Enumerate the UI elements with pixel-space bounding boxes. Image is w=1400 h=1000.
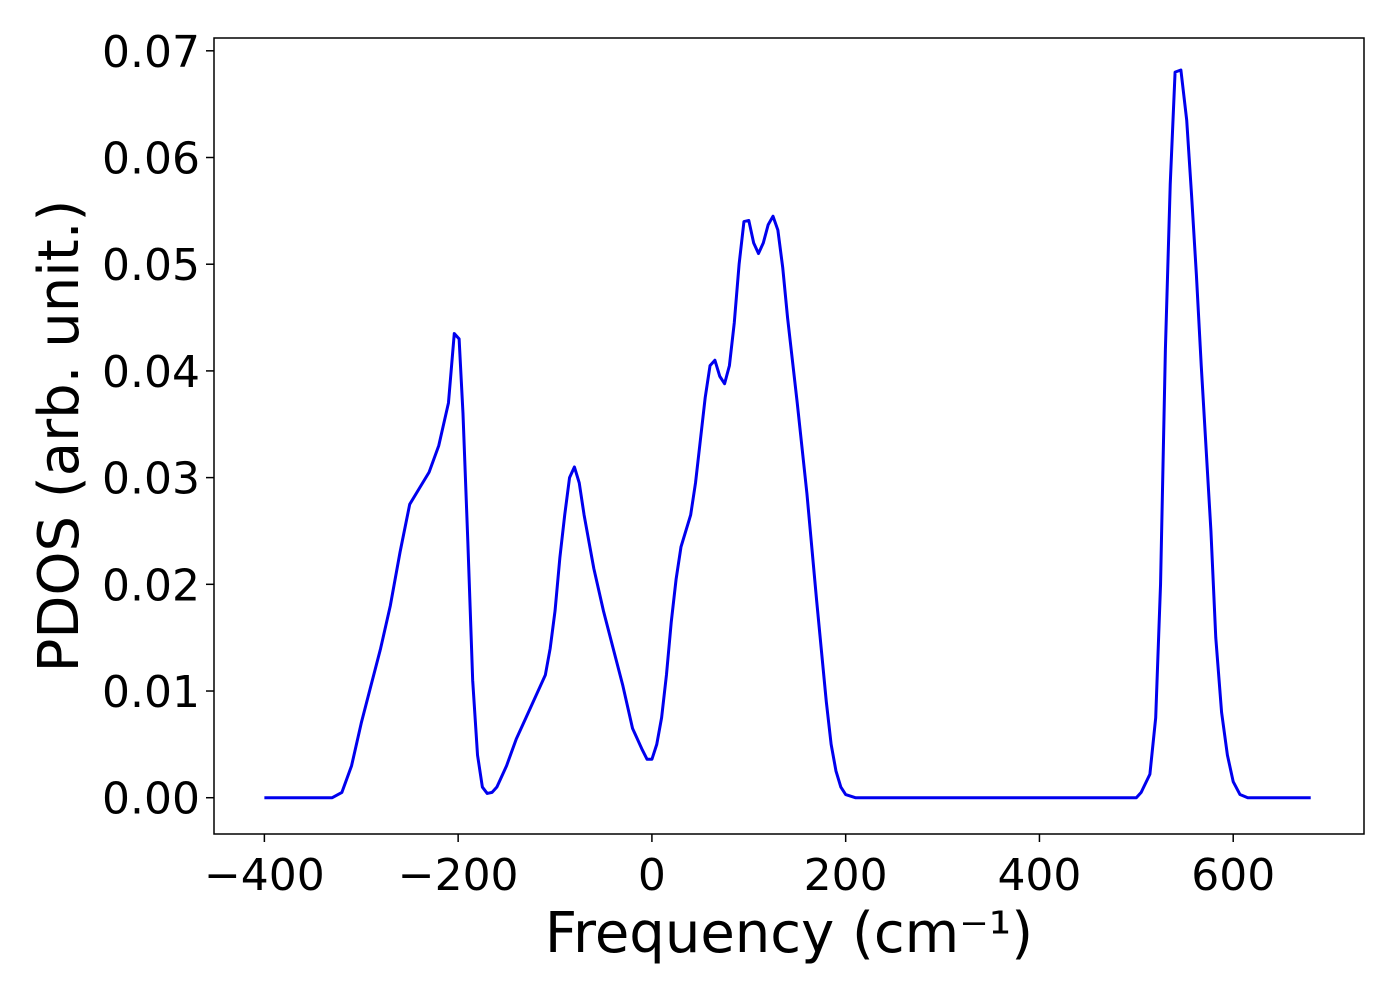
x-tick-label: 0 — [638, 850, 666, 901]
pdos-line — [264, 68, 1311, 800]
y-tick-label: 0.07 — [102, 27, 200, 78]
y-axis-label: PDOS (arb. unit.) — [27, 200, 92, 673]
y-tick-label: 0.06 — [102, 134, 200, 185]
y-tick-label: 0.04 — [102, 347, 200, 398]
x-tick-label: 200 — [804, 850, 888, 901]
y-tick-label: 0.05 — [102, 240, 200, 291]
y-tick-label: 0.02 — [102, 560, 200, 611]
y-tick-label: 0.03 — [102, 454, 200, 505]
x-tick-label: −400 — [204, 850, 325, 901]
y-tick-label: 0.00 — [102, 774, 200, 825]
x-tick-label: 400 — [997, 850, 1081, 901]
x-tick-label: −200 — [398, 850, 519, 901]
x-axis-label: Frequency (cm⁻¹) — [545, 901, 1033, 966]
y-tick-label: 0.01 — [102, 667, 200, 718]
plot-frame — [213, 37, 1365, 835]
x-tick-label: 600 — [1191, 850, 1275, 901]
